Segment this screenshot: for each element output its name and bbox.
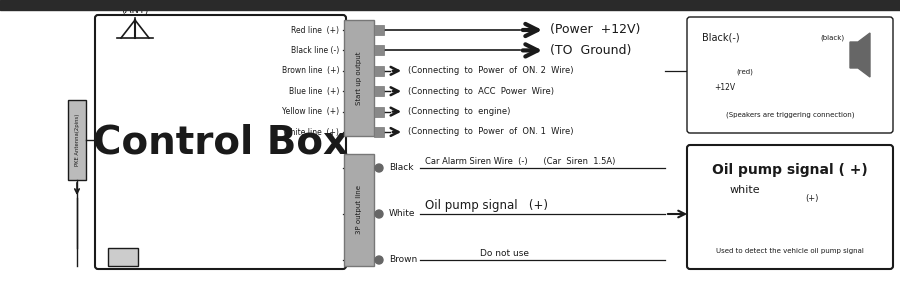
Text: (ANT): (ANT) <box>122 4 148 14</box>
Circle shape <box>375 164 383 172</box>
Text: Yellow line  (+): Yellow line (+) <box>282 107 339 116</box>
Text: Oil pump signal ( +): Oil pump signal ( +) <box>712 163 868 177</box>
Text: Car Alarm Siren Wire  (-)      (Car  Siren  1.5A): Car Alarm Siren Wire (-) (Car Siren 1.5A… <box>425 157 616 166</box>
Polygon shape <box>850 33 870 77</box>
Text: Used to detect the vehicle oil pump signal: Used to detect the vehicle oil pump sign… <box>716 248 864 254</box>
FancyBboxPatch shape <box>374 107 384 117</box>
Circle shape <box>375 256 383 264</box>
Text: (Power  +12V): (Power +12V) <box>550 24 641 37</box>
FancyBboxPatch shape <box>344 20 374 136</box>
Text: (Connecting  to  Power  of  ON. 2  Wire): (Connecting to Power of ON. 2 Wire) <box>408 66 573 75</box>
Bar <box>0 0 900 10</box>
FancyBboxPatch shape <box>687 17 893 133</box>
Text: (+): (+) <box>805 194 818 202</box>
Text: (Connecting  to  ACC  Power  Wire): (Connecting to ACC Power Wire) <box>408 87 554 96</box>
Text: (Connecting  to  engine): (Connecting to engine) <box>408 107 510 116</box>
Text: 3P output line: 3P output line <box>356 185 362 234</box>
Text: Oil pump signal   (+): Oil pump signal (+) <box>425 199 548 212</box>
Text: Black line (-): Black line (-) <box>291 46 339 55</box>
Text: Control Box: Control Box <box>93 123 348 161</box>
Text: Start up output: Start up output <box>356 51 362 105</box>
FancyBboxPatch shape <box>374 86 384 96</box>
FancyBboxPatch shape <box>374 46 384 55</box>
Text: +12V: +12V <box>714 83 735 92</box>
Text: Brown line  (+): Brown line (+) <box>282 66 339 75</box>
Text: Do not use: Do not use <box>480 249 529 258</box>
Text: Black(-): Black(-) <box>702 33 740 43</box>
Text: (TO  Ground): (TO Ground) <box>550 44 632 57</box>
FancyBboxPatch shape <box>68 100 86 180</box>
Text: Blue line  (+): Blue line (+) <box>289 87 339 96</box>
Circle shape <box>375 210 383 218</box>
FancyBboxPatch shape <box>108 248 138 266</box>
Text: (Connecting  to  Power  of  ON. 1  Wire): (Connecting to Power of ON. 1 Wire) <box>408 128 573 137</box>
FancyBboxPatch shape <box>344 154 374 266</box>
Text: Black: Black <box>389 164 413 173</box>
Text: (black): (black) <box>820 35 844 41</box>
FancyBboxPatch shape <box>95 15 346 269</box>
FancyBboxPatch shape <box>374 25 384 35</box>
Text: white: white <box>730 185 760 195</box>
FancyBboxPatch shape <box>374 127 384 137</box>
Text: Red line  (+): Red line (+) <box>291 26 339 35</box>
Text: PKE Antenna(2pins): PKE Antenna(2pins) <box>75 114 79 166</box>
Text: (Speakers are triggering connection): (Speakers are triggering connection) <box>725 111 854 118</box>
FancyBboxPatch shape <box>687 145 893 269</box>
Text: Brown: Brown <box>389 255 418 264</box>
FancyBboxPatch shape <box>374 66 384 76</box>
Text: White line  (+): White line (+) <box>284 128 339 137</box>
Text: White: White <box>389 209 416 219</box>
Text: (red): (red) <box>736 69 753 75</box>
